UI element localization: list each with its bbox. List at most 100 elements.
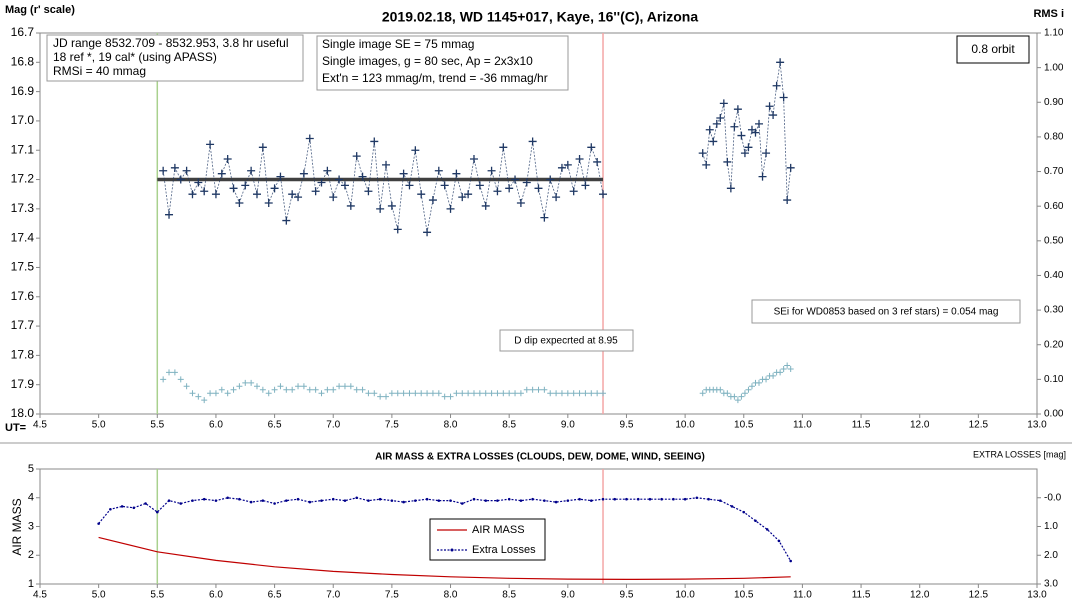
data-point bbox=[176, 175, 185, 184]
image-text: Single images, g = 80 sec, Ap = 2x3x10 bbox=[322, 54, 533, 68]
data-point bbox=[418, 390, 425, 397]
data-point bbox=[625, 497, 628, 501]
chart-title: AIR MASS & EXTRA LOSSES (CLOUDS, DEW, DO… bbox=[375, 452, 705, 463]
y-axis-label: AIR MASS bbox=[10, 498, 24, 555]
x-tick-label: 12.5 bbox=[969, 420, 989, 431]
data-point bbox=[772, 81, 781, 90]
data-point bbox=[331, 497, 335, 501]
y-tick-label: 17.1 bbox=[11, 142, 35, 156]
data-point bbox=[505, 184, 514, 193]
x-tick-label: 7.5 bbox=[385, 590, 399, 601]
chart-title: 2019.02.18, WD 1145+017, Kaye, 16''(C), … bbox=[382, 9, 698, 25]
data-point bbox=[171, 369, 178, 376]
data-point bbox=[367, 499, 370, 502]
data-point bbox=[399, 169, 408, 178]
data-point bbox=[355, 496, 358, 500]
data-point bbox=[359, 386, 366, 393]
data-point bbox=[330, 386, 337, 393]
data-point bbox=[506, 390, 513, 397]
x-tick-label: 10.5 bbox=[734, 420, 754, 431]
data-point bbox=[576, 390, 583, 397]
data-point bbox=[247, 166, 256, 175]
data-point bbox=[488, 390, 495, 397]
sei-note: SEi for WD0853 based on 3 ref stars) = 0… bbox=[774, 307, 999, 318]
data-point bbox=[780, 365, 787, 372]
data-point bbox=[195, 393, 202, 400]
x-tick-label: 5.0 bbox=[92, 420, 106, 431]
data-point bbox=[779, 93, 788, 102]
y-tick-label: 3 bbox=[28, 520, 34, 532]
y2-tick-label: 1.00 bbox=[1044, 62, 1064, 73]
data-point bbox=[238, 497, 241, 501]
x-tick-label: 8.5 bbox=[502, 420, 516, 431]
data-point bbox=[531, 497, 534, 501]
data-point bbox=[378, 497, 382, 501]
legend-box bbox=[429, 518, 546, 561]
y2-tick-label: 0.10 bbox=[1044, 374, 1064, 385]
data-point bbox=[543, 499, 546, 502]
data-point bbox=[594, 390, 601, 397]
data-point bbox=[470, 390, 477, 397]
data-point bbox=[411, 146, 420, 155]
data-point bbox=[200, 187, 209, 196]
plot-frame bbox=[39, 32, 1038, 415]
data-point bbox=[259, 386, 266, 393]
x-tick-label: 7.5 bbox=[385, 420, 399, 431]
data-point bbox=[712, 119, 721, 128]
data-point bbox=[734, 397, 741, 404]
y-tick-label: 17.9 bbox=[11, 377, 35, 391]
data-point bbox=[414, 499, 417, 502]
dip-box bbox=[499, 329, 634, 352]
data-point bbox=[449, 499, 452, 502]
y-tick-label: 17.4 bbox=[11, 230, 35, 244]
data-point bbox=[188, 190, 197, 199]
data-point bbox=[482, 390, 489, 397]
x-tick-label: 5.0 bbox=[92, 590, 106, 601]
data-point bbox=[394, 390, 401, 397]
info-box bbox=[46, 34, 304, 82]
x-tick-label: 9.0 bbox=[561, 420, 575, 431]
x-tick-label: 12.5 bbox=[969, 590, 989, 601]
data-point bbox=[435, 390, 442, 397]
data-point bbox=[512, 390, 519, 397]
data-point bbox=[402, 500, 405, 504]
data-point bbox=[428, 196, 437, 205]
data-point bbox=[376, 204, 385, 213]
data-point bbox=[388, 390, 395, 397]
data-point bbox=[288, 190, 297, 199]
y2-tick-label: 0.00 bbox=[1044, 409, 1064, 420]
data-point bbox=[306, 386, 313, 393]
info-text: JD range 8532.709 - 8532.953, 3.8 hr use… bbox=[53, 36, 289, 50]
data-point bbox=[217, 169, 226, 178]
data-point bbox=[546, 175, 555, 184]
x-tick-label: 10.5 bbox=[734, 590, 754, 601]
data-point bbox=[748, 383, 755, 390]
y2-tick-label: 1.10 bbox=[1044, 28, 1064, 39]
y2-axis-label: EXTRA LOSSES [mag] bbox=[973, 449, 1066, 459]
data-point bbox=[446, 204, 455, 213]
data-point bbox=[754, 519, 757, 523]
data-point bbox=[517, 390, 524, 397]
data-point bbox=[758, 172, 767, 181]
data-point bbox=[405, 181, 414, 190]
data-point bbox=[519, 499, 523, 502]
data-point bbox=[144, 502, 147, 505]
y2-tick-label: 0.30 bbox=[1044, 305, 1064, 316]
data-point bbox=[258, 143, 267, 152]
data-point bbox=[557, 163, 566, 172]
x-tick-label: 8.0 bbox=[444, 590, 458, 601]
data-point bbox=[423, 228, 432, 237]
data-point bbox=[166, 369, 173, 376]
data-point bbox=[765, 528, 769, 531]
data-point bbox=[241, 181, 250, 190]
legend-label: AIR MASS bbox=[472, 524, 525, 536]
y-tick-label: 16.8 bbox=[11, 54, 35, 68]
data-point bbox=[789, 559, 792, 563]
y-tick-label: 4 bbox=[28, 492, 34, 504]
data-point bbox=[377, 393, 384, 400]
data-point bbox=[589, 499, 593, 502]
data-point bbox=[777, 539, 781, 543]
data-point bbox=[726, 184, 735, 193]
x-tick-label: 6.0 bbox=[209, 590, 223, 601]
